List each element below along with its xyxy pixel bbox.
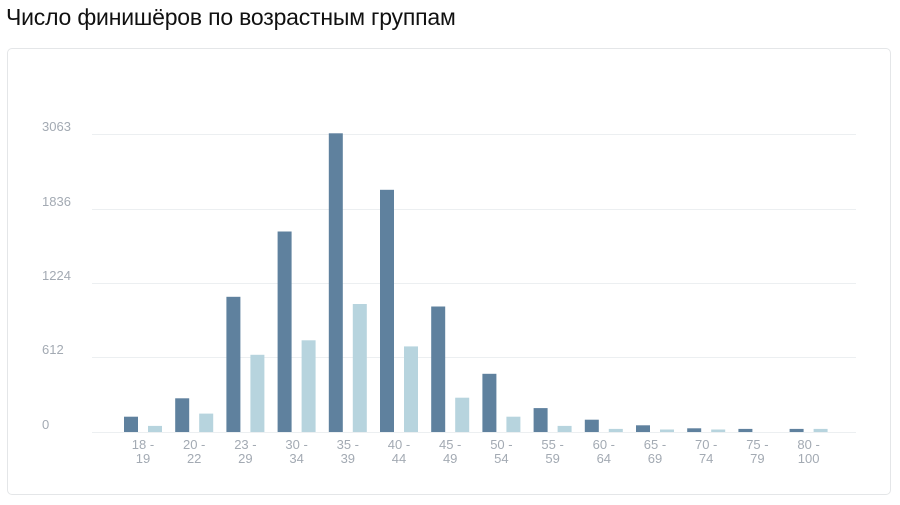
- x-tick-label: 23 -: [234, 437, 256, 452]
- x-tick-label: 75 -: [746, 437, 768, 452]
- y-tick-label: 0: [42, 417, 49, 432]
- bar: [352, 304, 367, 432]
- bar: [687, 428, 702, 432]
- bar: [124, 416, 138, 432]
- bar: [608, 428, 623, 432]
- y-tick-label: 612: [42, 342, 64, 357]
- x-tick-label: 54: [494, 451, 508, 466]
- bar: [557, 425, 572, 432]
- x-tick-label: 74: [699, 451, 713, 466]
- x-tick-label: 40 -: [388, 437, 410, 452]
- bar: [738, 428, 753, 432]
- y-tick-label: 1224: [42, 268, 71, 283]
- bar: [455, 397, 470, 432]
- bar: [584, 419, 599, 432]
- bars: [124, 133, 828, 433]
- bar: [380, 189, 394, 432]
- x-tick-label: 55 -: [541, 437, 563, 452]
- x-tick-label: 70 -: [695, 437, 717, 452]
- y-tick-label: 1836: [42, 194, 71, 209]
- bar: [789, 428, 804, 432]
- x-tick-label: 34: [289, 451, 303, 466]
- x-tick-label: 65 -: [644, 437, 666, 452]
- x-tick-label: 50 -: [490, 437, 512, 452]
- bar: [226, 296, 241, 432]
- bar: [813, 428, 828, 432]
- x-tick-label: 59: [545, 451, 559, 466]
- bar: [328, 133, 343, 433]
- bar: [250, 354, 265, 432]
- bar: [506, 416, 521, 432]
- x-tick-label: 39: [341, 451, 355, 466]
- bar: [533, 408, 548, 432]
- x-tick-label: 100: [798, 451, 820, 466]
- bar: [148, 425, 162, 432]
- x-tick-label: 19: [136, 451, 150, 466]
- bar: [199, 413, 214, 432]
- bar: [301, 340, 316, 432]
- bar: [636, 425, 650, 432]
- y-tick-label: 3063: [42, 119, 71, 134]
- y-axis-ticks: 0 612 1224 1836 3063: [42, 119, 71, 432]
- x-tick-label: 49: [443, 451, 457, 466]
- x-tick-label: 69: [648, 451, 662, 466]
- x-tick-label: 18 -: [132, 437, 154, 452]
- bar: [404, 346, 418, 432]
- x-tick-label: 60 -: [593, 437, 615, 452]
- x-tick-label: 79: [750, 451, 764, 466]
- chart-card: [7, 48, 891, 495]
- x-tick-label: 64: [597, 451, 611, 466]
- x-tick-label: 35 -: [337, 437, 359, 452]
- grid-lines: [92, 134, 856, 433]
- x-tick-label: 20 -: [183, 437, 205, 452]
- x-tick-label: 80 -: [797, 437, 819, 452]
- bar: [277, 231, 292, 432]
- bar: [482, 373, 497, 432]
- x-tick-label: 44: [392, 451, 406, 466]
- bar: [711, 429, 726, 432]
- bar: [175, 398, 190, 432]
- x-tick-label: 30 -: [285, 437, 307, 452]
- page-title: Число финишёров по возрастным группам: [6, 4, 456, 30]
- bar: [431, 306, 446, 432]
- x-tick-label: 22: [187, 451, 201, 466]
- x-axis-ticks: 18 -19 20 -22 23 -29 30 -34 35 -39 40 -44 45 -…: [132, 437, 820, 466]
- bar: [660, 429, 674, 432]
- x-tick-label: 29: [238, 451, 252, 466]
- x-tick-label: 45 -: [439, 437, 461, 452]
